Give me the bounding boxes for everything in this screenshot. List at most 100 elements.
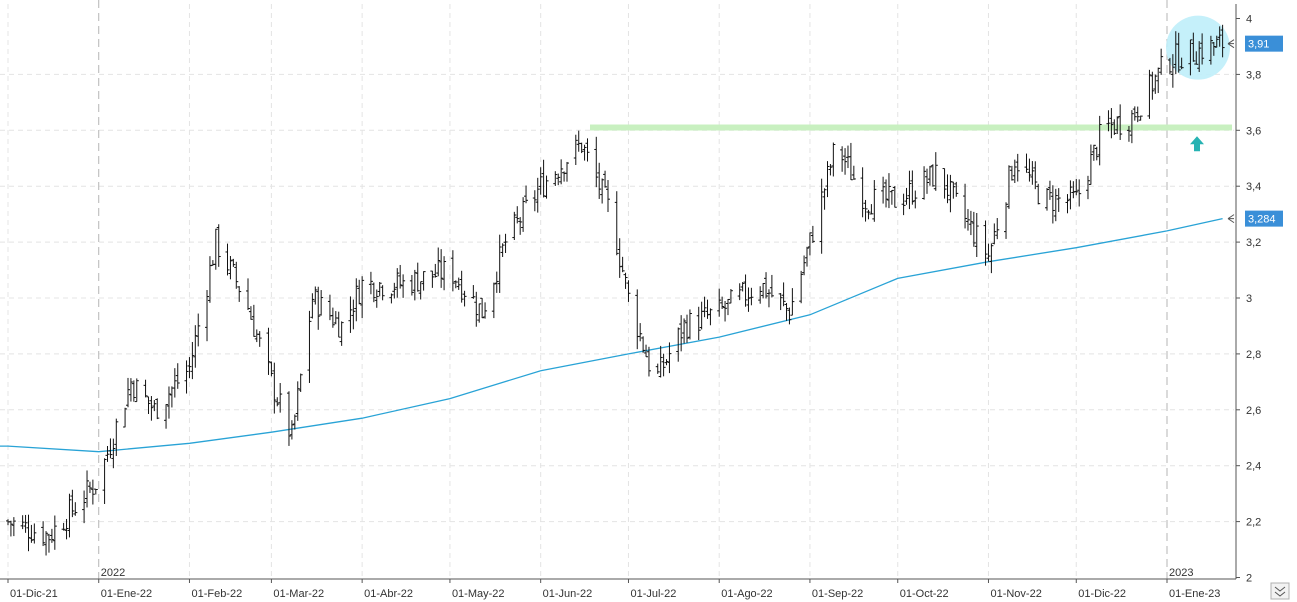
ohlc-bar xyxy=(319,290,324,316)
ohlc-bar xyxy=(723,300,728,322)
ohlc-bar xyxy=(1147,69,1152,119)
ohlc-bar xyxy=(872,180,877,222)
ohlc-bar xyxy=(392,282,397,299)
ohlc-bar xyxy=(644,344,649,358)
ohlc-bar xyxy=(1091,144,1096,161)
ohlc-bar xyxy=(70,489,75,518)
ohlc-bar xyxy=(412,269,417,301)
ohlc-bar xyxy=(822,188,827,210)
ohlc-bar xyxy=(330,307,335,328)
ohlc-bar xyxy=(740,282,745,292)
x-tick-label: 01-Oct-22 xyxy=(900,588,949,600)
scroll-down-icon[interactable] xyxy=(1270,582,1290,600)
ohlc-bar xyxy=(696,306,701,341)
ohlc-bar xyxy=(131,380,136,402)
x-tick-label: 01-Ene-22 xyxy=(101,588,152,600)
ohlc-bar xyxy=(415,262,420,292)
ohlc-bar xyxy=(933,152,938,191)
ohlc-bar xyxy=(49,528,54,543)
ohlc-bar xyxy=(348,296,353,333)
ohlc-bar xyxy=(450,250,455,292)
ohlc-bar xyxy=(828,164,833,176)
ohlc-bar xyxy=(1208,35,1213,65)
ohlc-bar xyxy=(29,524,34,543)
ohlc-bar xyxy=(480,297,485,319)
ohlc-bar xyxy=(73,502,78,516)
ohlc-bar xyxy=(582,144,587,161)
ohlc-bar xyxy=(866,209,871,220)
ohlc-bar xyxy=(930,164,935,187)
ohlc-bar xyxy=(266,327,271,375)
ohlc-bar xyxy=(922,166,927,200)
ohlc-bar xyxy=(289,420,294,440)
ohlc-bar xyxy=(228,256,233,280)
y-tick-label: 3,2 xyxy=(1246,237,1261,249)
ohlc-bar xyxy=(248,306,253,320)
ohlc-bar xyxy=(658,345,663,378)
x-tick-label: 01-Jul-22 xyxy=(630,588,676,600)
ohlc-bar xyxy=(32,523,37,544)
ohlc-bar xyxy=(1176,32,1181,73)
ohlc-bar xyxy=(1071,181,1076,199)
ohlc-bar xyxy=(573,134,578,165)
ohlc-bar xyxy=(409,274,414,296)
ohlc-bar xyxy=(860,167,865,218)
ohlc-bar xyxy=(128,378,133,402)
ohlc-bar xyxy=(442,256,447,291)
ohlc-bar xyxy=(840,146,845,172)
ohlc-bar xyxy=(351,299,356,330)
ohlc-bar xyxy=(1132,106,1137,121)
ohlc-bar xyxy=(500,243,505,257)
ohlc-bar xyxy=(863,199,868,222)
ohlc-bar xyxy=(374,289,379,308)
ohlc-bar xyxy=(565,161,570,182)
ohlc-bar xyxy=(418,281,423,300)
ohlc-bar xyxy=(884,179,889,208)
ohlc-bar xyxy=(807,232,812,256)
ohlc-bar xyxy=(357,279,362,305)
y-tick-label: 3,8 xyxy=(1246,69,1261,81)
ohlc-bar xyxy=(769,274,774,298)
ohlc-bar xyxy=(278,383,283,413)
ohlc-bar xyxy=(1030,161,1035,185)
ohlc-bar xyxy=(1211,42,1216,56)
ohlc-bar xyxy=(951,181,956,199)
ohlc-bar xyxy=(728,288,733,304)
ohlc-bar xyxy=(1167,57,1172,75)
x-tick-label: 01-May-22 xyxy=(452,588,505,600)
ohlc-bar xyxy=(1033,161,1038,190)
ohlc-bar xyxy=(439,249,444,288)
ohlc-bar xyxy=(216,224,221,267)
ohlc-bar xyxy=(152,399,157,412)
ohlc-bar xyxy=(594,136,599,188)
ohlc-bar xyxy=(1191,32,1196,62)
ohlc-bar xyxy=(196,313,201,347)
ohlc-bar xyxy=(494,271,499,293)
ohlc-bar xyxy=(927,165,932,186)
ohlc-bar xyxy=(1027,158,1032,182)
ohlc-bar xyxy=(1047,180,1052,200)
ohlc-bar xyxy=(901,193,906,216)
moving-average-badge-label: 3,284 xyxy=(1248,214,1276,226)
ohlc-bar xyxy=(307,310,312,383)
up-arrow-icon xyxy=(1190,136,1204,152)
ohlc-bar xyxy=(456,277,461,290)
ohlc-bar xyxy=(743,274,748,307)
ohlc-bar xyxy=(518,217,523,235)
ohlc-bar xyxy=(954,181,959,197)
x-tick-label: 01-Abr-22 xyxy=(364,588,413,600)
y-tick-label: 3,4 xyxy=(1246,181,1261,193)
ohlc-bar xyxy=(389,293,394,304)
ohlc-bar xyxy=(781,282,786,307)
ohlc-bar xyxy=(702,296,707,318)
ohlc-bar xyxy=(515,206,520,224)
ohlc-bar xyxy=(1156,67,1161,94)
ohlc-bar xyxy=(886,173,891,209)
moving-average-badge xyxy=(1245,210,1283,227)
ohlc-bar xyxy=(1153,74,1158,94)
ohlc-bar xyxy=(802,255,807,276)
ohlc-bar xyxy=(87,481,92,494)
ohlc-bar xyxy=(892,186,897,208)
